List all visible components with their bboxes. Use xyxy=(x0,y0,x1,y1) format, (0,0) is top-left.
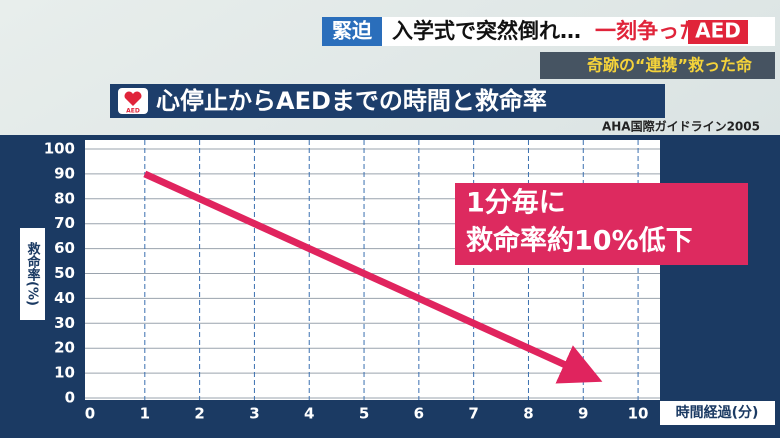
y-tick-label: 40 xyxy=(54,289,75,307)
headline: 入学式で突然倒れ… xyxy=(392,19,581,43)
x-tick-label: 5 xyxy=(359,405,369,423)
callout-text: 1分毎に xyxy=(466,188,566,219)
y-tick-label: 20 xyxy=(54,339,75,357)
y-tick-label: 90 xyxy=(54,164,75,182)
y-axis-label: 救命率(%) xyxy=(25,241,42,305)
y-tick-label: 10 xyxy=(54,364,75,382)
plot-area xyxy=(85,140,660,400)
subtitle: 奇跡の“連携”救った命 xyxy=(587,56,753,75)
x-tick-label: 6 xyxy=(414,405,424,423)
headline-box xyxy=(688,20,748,44)
y-tick-label: 60 xyxy=(54,239,75,257)
y-tick-label: 80 xyxy=(54,189,75,207)
tag: 緊迫 xyxy=(332,19,373,43)
source: AHA国際ガイドライン2005 xyxy=(602,119,760,134)
heart-icon xyxy=(124,91,142,106)
chart-title: 心停止からAEDまでの時間と救命率 xyxy=(156,87,547,115)
headline-emphasis: 一刻争った xyxy=(595,19,700,43)
title-banner xyxy=(110,84,665,118)
trend-arrow xyxy=(143,170,603,384)
x-label-box xyxy=(660,401,775,425)
x-axis-label: 時間経過(分) xyxy=(676,404,759,421)
callout-text: 救命率約10%低下 xyxy=(466,225,693,257)
tag-box xyxy=(322,17,382,46)
callout-box xyxy=(455,183,748,265)
chart: 0 10 20 30 40 50 60 70 80 90 100 0 1 2 3 4 5 6 7 8 9 10 1分毎に救命… xyxy=(44,140,748,423)
y-label-box xyxy=(20,228,45,320)
y-tick-label: 100 xyxy=(44,140,75,158)
headline-box-text: AED xyxy=(695,19,741,43)
y-tick-label: 50 xyxy=(54,264,75,282)
y-tick-label: 0 xyxy=(65,389,75,407)
x-tick-label: 2 xyxy=(194,405,204,423)
x-tick-label: 10 xyxy=(628,405,649,423)
x-tick-label: 9 xyxy=(578,405,588,423)
y-tick-label: 30 xyxy=(54,314,75,332)
x-tick-label: 1 xyxy=(140,405,150,423)
x-tick-label: 4 xyxy=(304,405,314,423)
x-tick-label: 7 xyxy=(468,405,478,423)
x-tick-label: 3 xyxy=(249,405,259,423)
y-tick-label: 70 xyxy=(54,214,75,232)
x-tick-label: 0 xyxy=(85,405,95,423)
subtitle-bar xyxy=(540,52,775,79)
x-tick-label: 8 xyxy=(523,405,533,423)
aed-icon-text: AED xyxy=(126,108,140,115)
